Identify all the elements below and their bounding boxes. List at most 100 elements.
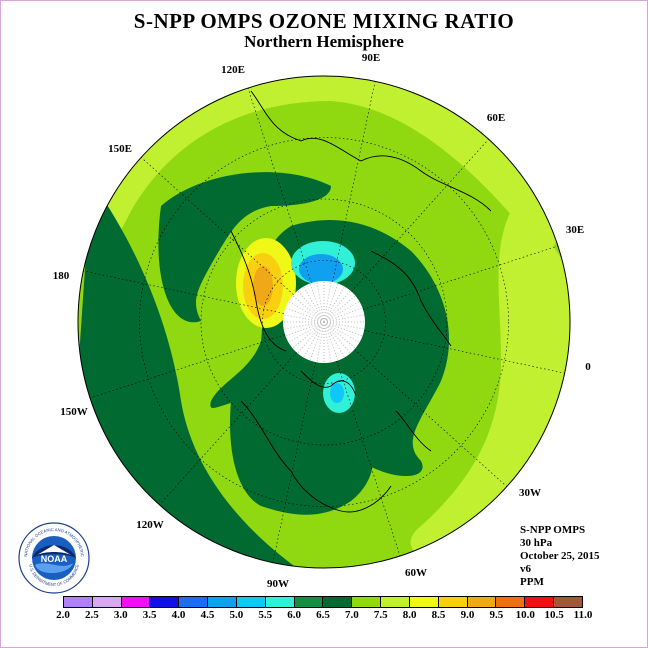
colorbar-tick-label: 6.0 <box>287 609 301 621</box>
colorbar-tick-label: 2.5 <box>85 609 99 621</box>
colorbar-tick-label: 4.0 <box>171 609 186 621</box>
polar-cap-grid <box>309 283 325 323</box>
colorbar-swatch <box>293 597 323 607</box>
polar-cap-grid <box>323 281 332 323</box>
colorbar-tick-label: 8.5 <box>431 609 446 621</box>
latitude-circle <box>139 137 509 507</box>
lon-label-180: 180 <box>52 270 70 282</box>
colorbar-tick-label: 4.5 <box>200 609 215 621</box>
figure-subtitle: Northern Hemisphere <box>244 32 404 51</box>
polar-cap-grid <box>323 286 345 323</box>
latitude-circle <box>262 260 386 384</box>
polar-cap-grid <box>323 321 345 358</box>
polar-cap-grid <box>323 307 363 323</box>
noaa-logo: NOAA NATIONAL OCEANIC AND ATMOSPHERIC U.… <box>18 522 90 594</box>
polar-cap-grid <box>283 321 325 330</box>
lon-label-150w: 150W <box>60 406 88 418</box>
lon-label-120e: 120E <box>221 64 245 76</box>
field-blue-low <box>299 254 343 284</box>
field-mid-band <box>158 172 331 323</box>
colorbar-swatch <box>380 597 409 607</box>
info-date: October 25, 2015 <box>520 550 600 562</box>
polar-cap-grid <box>323 290 351 323</box>
figure-title: S-NPP OMPS OZONE MIXING RATIO <box>133 9 515 33</box>
polar-cap-grid <box>323 321 332 363</box>
polar-cap-grid <box>323 321 363 337</box>
polar-cap-grid <box>288 321 325 343</box>
polar-cap-grid <box>303 286 325 323</box>
field-light-upper <box>81 76 557 255</box>
colorbar-swatch <box>466 597 496 607</box>
polar-cap-grid <box>285 307 325 323</box>
lon-label-120w: 120W <box>136 519 164 531</box>
map-boundary <box>77 75 571 569</box>
polar-cap-grid <box>323 321 365 330</box>
polar-cap-grid <box>292 321 325 349</box>
colorbar-swatch <box>91 597 121 607</box>
colorbar-tick-label: 10.0 <box>515 609 535 621</box>
colorbar-tick-label: 7.0 <box>345 609 359 621</box>
info-version: v6 <box>520 563 531 575</box>
colorbar-swatch <box>351 597 381 607</box>
colorbar-tick-label: 9.5 <box>489 609 504 621</box>
lon-label-60w: 60W <box>405 567 427 579</box>
colorbar-tick-label: 7.5 <box>373 609 388 621</box>
colorbar-swatch <box>437 597 467 607</box>
polar-cap-grid <box>323 321 339 361</box>
polar-cap-grid <box>303 321 325 358</box>
info-units: PPM <box>520 576 544 588</box>
colorbar-swatch <box>149 597 179 607</box>
lon-label-150e: 150E <box>108 143 132 155</box>
polar-cap-grid <box>297 321 325 354</box>
field-blue-low-2 <box>330 383 344 403</box>
colorbar-swatch <box>553 597 582 607</box>
colorbar-tick-label: 8.0 <box>402 609 417 621</box>
info-instrument: S-NPP OMPS <box>520 524 586 536</box>
polar-cap-grid <box>323 321 356 349</box>
polar-cap-grid <box>323 295 356 323</box>
colorbar-swatch <box>264 597 294 607</box>
polar-cap-grid <box>323 321 360 343</box>
lon-label-60e: 60E <box>486 112 506 124</box>
colorbar-swatch <box>207 597 236 607</box>
colorbar-tick-label: 5.0 <box>229 609 244 621</box>
lon-label-30e: 30E <box>565 224 585 236</box>
polar-cap-grid <box>316 321 325 363</box>
polar-cap-grid <box>323 321 351 354</box>
colorbar-tick-label: 9.0 <box>460 609 475 621</box>
colorbar-swatch <box>524 597 554 607</box>
colorbar-swatch <box>235 597 265 607</box>
colorbar-swatch <box>495 597 525 607</box>
info-level: 30 hPa <box>520 537 553 549</box>
polar-cap-grid <box>288 301 325 323</box>
logo-text: NOAA <box>41 554 68 564</box>
colorbar-ticks: 2.0 2.5 3.0 3.5 4.0 4.5 5.0 5.5 6.0 6.5 7.0 7.5 8.0 8… <box>56 609 592 623</box>
polar-cap-grid <box>323 301 360 323</box>
latitude-circle <box>200 198 448 446</box>
colorbar-swatch <box>408 597 438 607</box>
polar-cap-grid <box>323 314 365 323</box>
polar-cap-grid <box>283 314 325 323</box>
coastlines <box>230 90 492 513</box>
polar-cap-grid <box>292 295 325 323</box>
colorbar-swatch <box>178 597 208 607</box>
field-dark-north-america <box>230 396 374 515</box>
field-dark-left <box>78 181 301 568</box>
colorbar-swatch <box>322 597 352 607</box>
lon-label-0: 0 <box>585 361 591 373</box>
colorbar-tick-label: 10.5 <box>544 609 564 621</box>
colorbar-tick-label: 3.0 <box>113 609 128 621</box>
info-block: S-NPP OMPS 30 hPa October 25, 2015 v6 PP… <box>520 524 600 589</box>
field-darkorange-anomaly <box>253 266 273 306</box>
polar-cap-grid <box>323 283 339 323</box>
graticule <box>83 81 565 563</box>
polar-cap-grid <box>285 321 325 337</box>
colorbar-tick-label: 6.5 <box>316 609 330 621</box>
lon-label-90e: 90E <box>361 52 381 64</box>
ozone-field <box>78 76 570 568</box>
colorbar-swatch <box>120 597 150 607</box>
colorbar-tick-label: 11.0 <box>573 609 593 621</box>
polar-cap-grid <box>297 290 325 323</box>
